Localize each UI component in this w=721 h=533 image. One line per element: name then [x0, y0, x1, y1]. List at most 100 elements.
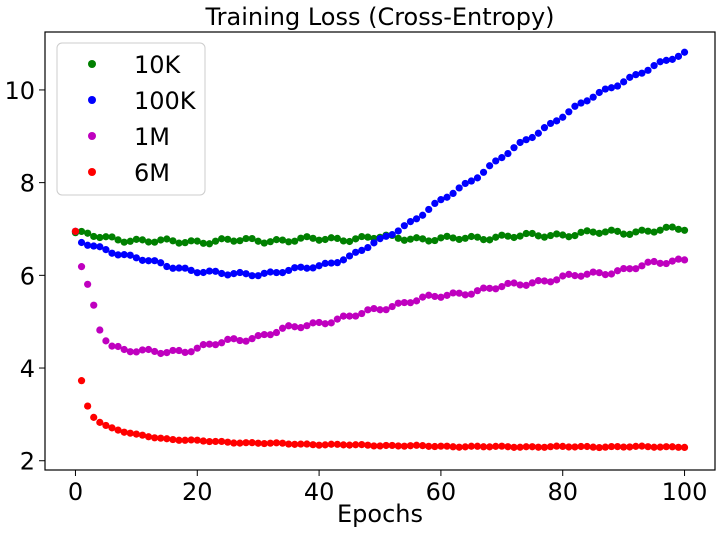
x-tick-label: 0: [68, 478, 83, 506]
data-point: [248, 234, 256, 243]
data-point: [266, 238, 274, 246]
data-point: [613, 82, 622, 90]
data-point: [473, 233, 482, 241]
data-point: [175, 264, 183, 272]
data-point: [260, 439, 268, 448]
data-point: [425, 291, 433, 299]
data-point: [260, 269, 268, 277]
data-point: [144, 238, 153, 246]
data-point: [589, 443, 597, 451]
data-point: [266, 268, 274, 276]
data-point: [321, 259, 329, 267]
data-point: [431, 199, 439, 207]
data-point: [546, 278, 555, 286]
data-point: [504, 443, 512, 451]
data-point: [382, 441, 390, 450]
data-point: [620, 230, 628, 238]
data-point: [516, 443, 524, 451]
data-point: [486, 443, 494, 451]
data-point: [577, 228, 585, 236]
data-point: [455, 235, 463, 244]
data-point: [157, 259, 165, 267]
data-point: [565, 108, 573, 116]
data-point: [169, 264, 177, 272]
legend-marker: [88, 60, 96, 68]
data-point: [345, 312, 354, 320]
data-point: [400, 236, 408, 244]
data-point: [297, 324, 305, 332]
data-point: [644, 258, 652, 266]
data-point: [358, 309, 366, 318]
data-point: [157, 434, 165, 442]
data-point: [613, 267, 622, 275]
data-point: [278, 439, 287, 447]
data-point: [400, 298, 408, 307]
data-point: [175, 239, 183, 247]
data-point: [144, 433, 153, 441]
data-point: [522, 229, 530, 238]
data-point: [224, 235, 232, 243]
x-axis-label: Epochs: [337, 500, 423, 528]
data-point: [412, 215, 421, 223]
data-point: [516, 138, 524, 147]
data-point: [443, 232, 451, 240]
data-point: [84, 280, 92, 288]
legend-label: 10K: [134, 51, 182, 79]
data-point: [607, 226, 616, 234]
data-point: [583, 270, 591, 278]
data-point: [236, 237, 244, 245]
data-point: [248, 439, 256, 447]
data-point: [528, 229, 536, 238]
data-point: [662, 443, 670, 451]
data-point: [540, 233, 549, 241]
data-point: [595, 269, 603, 277]
data-point: [540, 443, 549, 451]
data-point: [632, 228, 640, 236]
data-point: [662, 56, 670, 64]
data-point: [461, 443, 469, 451]
data-point: [540, 277, 549, 285]
data-point: [187, 266, 195, 275]
data-point: [345, 441, 354, 449]
data-point: [498, 154, 506, 162]
data-point: [486, 162, 494, 170]
plot-area: [44, 31, 716, 471]
legend-label: 100K: [134, 87, 197, 115]
data-point: [224, 438, 232, 446]
data-point: [309, 441, 317, 449]
data-point: [114, 236, 122, 244]
data-point: [114, 342, 122, 351]
data-point: [151, 238, 159, 246]
data-point: [205, 340, 214, 348]
data-point: [376, 442, 384, 450]
data-point: [151, 347, 159, 356]
data-point: [504, 232, 512, 240]
data-point: [345, 237, 354, 246]
data-point: [236, 268, 244, 277]
data-point: [662, 259, 670, 268]
data-point: [169, 346, 177, 355]
data-point: [473, 287, 482, 295]
data-point: [492, 285, 500, 293]
series-1M: [71, 227, 689, 358]
data-point: [236, 336, 244, 345]
data-point: [120, 238, 128, 246]
data-point: [680, 443, 689, 452]
data-point: [577, 442, 585, 451]
x-tick-label: 60: [426, 478, 457, 506]
data-point: [291, 237, 299, 245]
data-point: [522, 281, 530, 289]
data-point: [352, 235, 360, 243]
data-point: [297, 234, 305, 242]
data-point: [437, 196, 445, 204]
y-tick-label: 4: [20, 355, 35, 383]
data-point: [370, 442, 378, 450]
data-point: [309, 264, 317, 272]
data-point: [339, 256, 348, 264]
data-point: [333, 315, 341, 323]
data-point: [211, 237, 220, 245]
data-point: [108, 233, 116, 241]
data-point: [559, 231, 567, 239]
data-point: [364, 243, 372, 252]
data-point: [187, 237, 195, 245]
